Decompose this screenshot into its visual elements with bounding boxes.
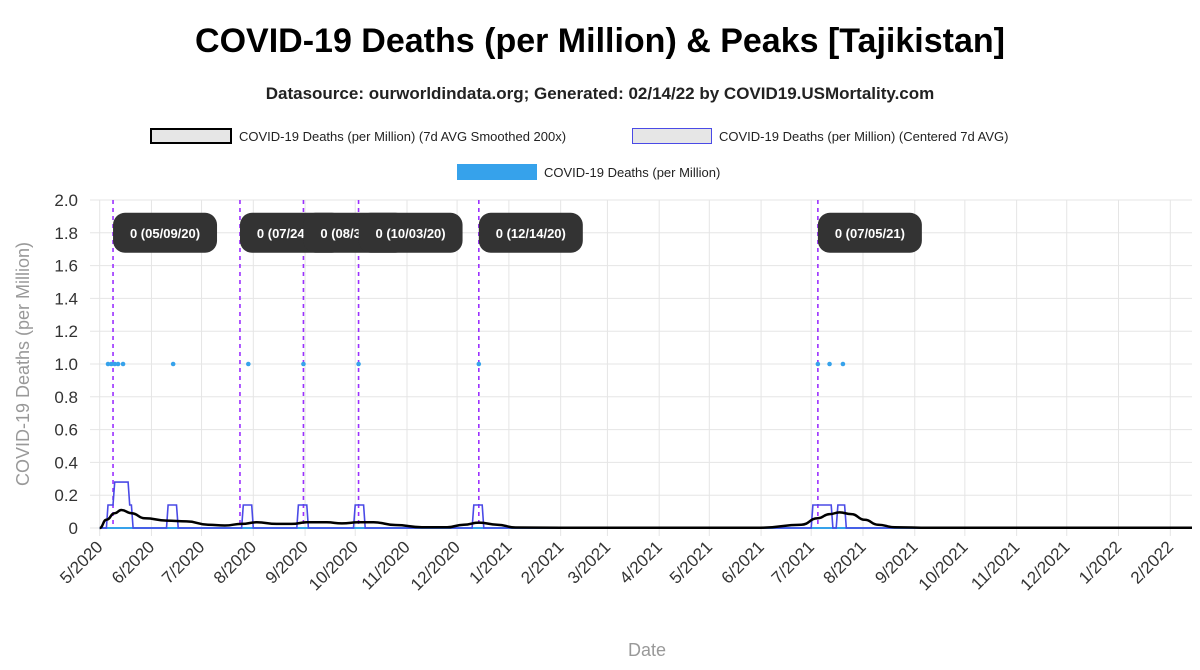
daily-point (356, 361, 361, 367)
series-layer (99, 361, 1192, 530)
legend-swatch-centered (632, 128, 712, 144)
x-tick-label: 7/2021 (768, 537, 818, 587)
x-tick-label: 6/2021 (718, 537, 768, 587)
peak-label-box (113, 212, 218, 253)
legend-item-daily[interactable]: COVID-19 Deaths (per Million) (457, 162, 720, 182)
x-tick-label: 5/2021 (666, 537, 716, 587)
peak-label: 0 (07/05/21) (817, 212, 922, 253)
y-tick-label: 0.2 (54, 486, 78, 505)
y-tick-label: 0.8 (54, 388, 78, 407)
daily-point (120, 361, 126, 367)
x-tick-label: 8/2020 (210, 537, 260, 587)
y-tick-label: 1.6 (54, 257, 78, 276)
x-tick-label: 11/2021 (967, 537, 1023, 593)
tick-layer: 00.20.40.60.81.01.21.41.61.82.05/2020 6/2… (54, 191, 1177, 594)
x-tick-label: 11/2020 (358, 537, 414, 593)
legend-label-centered: COVID-19 Deaths (per Million) (Centered … (719, 128, 1009, 144)
daily-point (105, 361, 111, 367)
legend-label-smoothed: COVID-19 Deaths (per Million) (7d AVG Sm… (239, 128, 567, 144)
x-tick-label: 9/2021 (871, 537, 921, 587)
y-tick-label: 0.6 (54, 421, 78, 440)
smoothed-avg-line (99, 508, 1192, 530)
peak-label-text: 0 (07/05/21) (835, 226, 905, 241)
peak-label: 0 (05/09/20) (113, 212, 218, 253)
daily-point (476, 361, 482, 367)
x-tick-label: 2/2021 (517, 537, 567, 587)
legend-swatch-smoothed (150, 128, 232, 144)
legend-item-smoothed[interactable]: COVID-19 Deaths (per Million) (7d AVG Sm… (150, 126, 566, 146)
peak-label-box (478, 212, 583, 253)
daily-point (827, 361, 832, 367)
peak-label: 0 (12/14/20) (478, 212, 583, 253)
daily-point (112, 361, 118, 367)
daily-point (840, 361, 846, 367)
y-tick-label: 1.0 (54, 355, 78, 374)
peak-label-text: 0 (10/03/20) (376, 226, 446, 241)
y-tick-label: 2.0 (54, 191, 78, 210)
legend-swatch-daily (457, 164, 537, 180)
y-tick-label: 1.8 (54, 224, 78, 243)
x-tick-label: 10/2021 (915, 537, 972, 594)
x-tick-label: 12/2021 (1017, 537, 1074, 594)
x-tick-label: 5/2020 (56, 537, 106, 587)
y-tick-label: 1.2 (54, 322, 78, 341)
chart-subtitle: Datasource: ourworldindata.org; Generate… (265, 84, 935, 103)
centered-avg-line (99, 481, 1192, 529)
x-tick-label: 1/2021 (466, 537, 516, 587)
peak-label-box (817, 212, 922, 253)
y-tick-label: 0.4 (54, 453, 78, 472)
x-axis-title: Date (628, 640, 666, 660)
x-tick-label: 8/2021 (820, 537, 870, 587)
x-tick-label: 6/2020 (108, 537, 158, 587)
peak-label: 0 (10/03/20) (358, 212, 463, 253)
peak-label-layer: 0 (05/09/20) 0 (07/24/20)0 (08/31/20)0 (1… (113, 212, 922, 253)
peak-label-box (358, 212, 463, 253)
daily-point (115, 361, 121, 367)
daily-point (815, 361, 821, 367)
x-tick-label: 1/2022 (1075, 537, 1125, 587)
chart-title: COVID-19 Deaths (per Million) & Peaks [T… (195, 22, 1005, 60)
x-tick-label: 10/2020 (305, 537, 362, 594)
legend-item-centered[interactable]: COVID-19 Deaths (per Million) (Centered … (632, 126, 1008, 146)
y-axis-title: COVID-19 Deaths (per Million) (13, 242, 33, 486)
peak-label-text: 0 (05/09/20) (130, 226, 200, 241)
x-tick-label: 7/2020 (158, 537, 208, 587)
peak-label-text: 0 (12/14/20) (496, 226, 566, 241)
x-tick-label: 12/2020 (407, 537, 464, 594)
x-tick-label: 2/2022 (1127, 537, 1177, 587)
x-tick-label: 3/2021 (564, 537, 614, 587)
y-tick-label: 1.4 (54, 289, 78, 308)
x-tick-label: 4/2021 (616, 537, 666, 587)
y-tick-label: 0 (69, 519, 78, 538)
daily-point (246, 361, 251, 367)
daily-point (301, 361, 306, 367)
daily-point (109, 361, 114, 367)
daily-point (170, 361, 176, 367)
legend-label-daily: COVID-19 Deaths (per Million) (544, 164, 721, 180)
x-tick-label: 9/2020 (262, 537, 312, 587)
